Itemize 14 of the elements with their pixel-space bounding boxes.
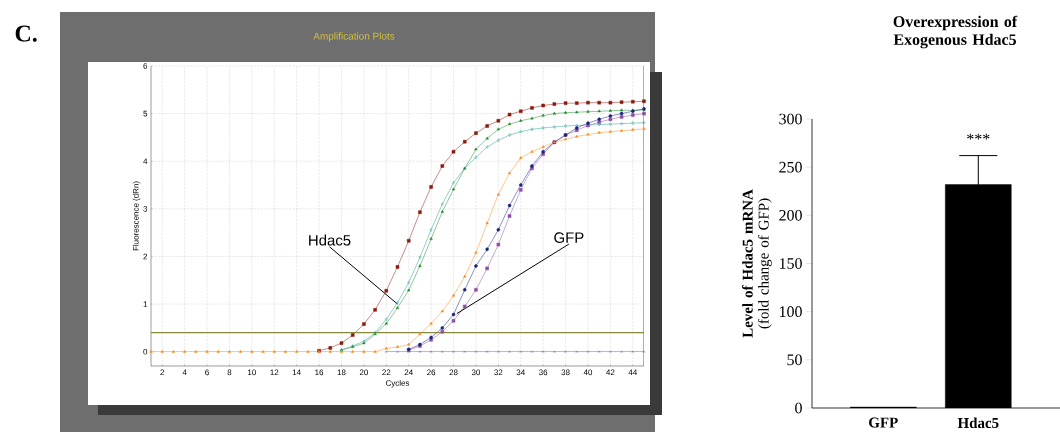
y-tick-label: 100: [779, 306, 802, 318]
y-tick-label: 200: [779, 209, 802, 221]
text: C.: [15, 25, 37, 42]
annotation: GFP: [554, 232, 584, 243]
y-tick-label: 150: [779, 258, 802, 269]
chart-title: Amplification Plots: [313, 32, 395, 42]
y-tick-label: 0: [795, 402, 802, 414]
chart-title: Overexpression of Exogenous Hdac5: [893, 15, 1018, 49]
y-tick-label: 250: [779, 161, 802, 173]
annotation: ***: [967, 133, 990, 140]
y-axis-title: Level of Hdac5 mRNA (fold change of GFP): [742, 189, 772, 338]
y-tick-label: 300: [779, 113, 802, 125]
annotation: Hdac5: [309, 234, 351, 246]
y-tick-label: 50: [787, 354, 802, 366]
